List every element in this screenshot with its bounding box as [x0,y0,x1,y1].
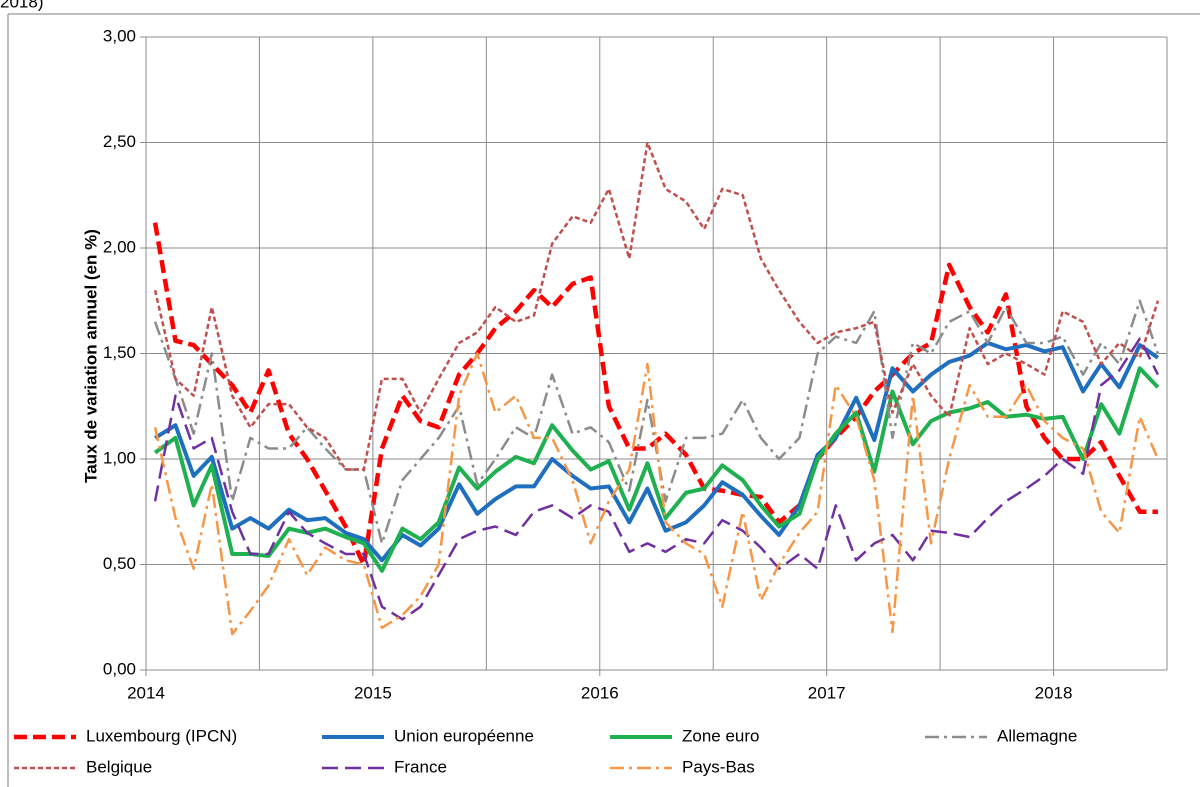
legend-label: Zone euro [682,726,760,745]
chart-title: 2018) [0,0,43,11]
y-tick-label: 3,00 [103,26,136,45]
legend-label: Allemagne [997,726,1077,745]
x-tick-label: 2015 [354,683,392,702]
y-tick-label: 2,50 [103,132,136,151]
y-tick-label: 0,00 [103,659,136,678]
series-line [153,366,1160,573]
y-tick-label: 1,00 [103,448,136,467]
series-line [153,352,1160,636]
legend-label: France [394,757,447,776]
legend-label: Luxembourg (IPCN) [86,726,237,745]
legend-label: Union européenne [394,726,534,745]
y-tick-label: 2,00 [103,237,136,256]
series-line [154,340,1160,563]
y-tick-label: 1,50 [103,343,136,362]
x-tick-label: 2017 [808,683,846,702]
x-tick-label: 2018 [1035,683,1073,702]
x-tick-label: 2016 [581,683,619,702]
y-tick-label: 0,50 [103,554,136,573]
series-line [153,337,1160,621]
y-axis-label: Taux de variation annuel (en %) [81,229,100,483]
legend-label: Belgique [86,757,152,776]
x-tick-label: 2014 [127,683,165,702]
legend-label: Pays-Bas [682,757,755,776]
